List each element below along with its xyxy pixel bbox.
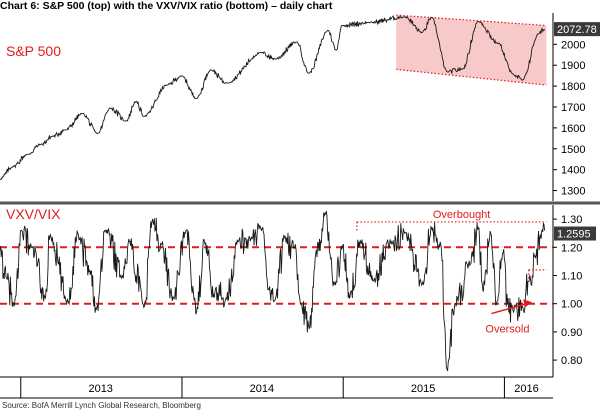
- year-label: 2013: [88, 383, 112, 395]
- oversold-label: Oversold: [485, 324, 529, 336]
- y-tick-label: 0.80: [561, 355, 582, 367]
- y-tick-label: 1700: [561, 102, 585, 114]
- chart-title: Chart 6: S&P 500 (top) with the VXV/VIX …: [0, 0, 333, 12]
- vxv-vix-line: [0, 210, 546, 372]
- year-label: 2014: [250, 383, 274, 395]
- oversold-arrow-shaft: [491, 302, 529, 315]
- y-tick-label: 1900: [561, 60, 585, 72]
- oversold-arrow-head: [523, 299, 533, 308]
- y-tick-label: 1.30: [561, 214, 582, 226]
- channel-fill: [396, 15, 547, 86]
- y-tick-label: 1.10: [561, 270, 582, 282]
- y-tick-label: 1600: [561, 123, 585, 135]
- vxv-vix-last-value: 1.2595: [557, 229, 591, 241]
- y-tick-label: 1.20: [561, 242, 582, 254]
- y-tick-label: 1.00: [561, 299, 582, 311]
- channel-upper-line: [396, 14, 547, 27]
- year-label: 2015: [411, 383, 435, 395]
- y-tick-label: 2000: [561, 39, 585, 51]
- channel-lower-line: [396, 68, 547, 86]
- overbought-label: Overbought: [433, 209, 490, 221]
- vxv-vix-panel-label: VXV/VIX: [6, 206, 61, 222]
- source-note: Source: BofA Merrill Lynch Global Resear…: [2, 401, 201, 410]
- sp500-last-value: 2072.78: [557, 24, 597, 36]
- y-tick-label: 1300: [561, 186, 585, 198]
- vxv-vix-panel: VXV/VIX 0.80 0.90 1.00 1.10 1.20 1.30 Overboug…: [0, 205, 596, 377]
- sp500-last-value-box: [554, 22, 600, 37]
- y-tick-label: 0.90: [561, 327, 582, 339]
- sp500-panel: S&P 500 1300 1400 1500 1600 1700 1800 1900 2000…: [0, 13, 600, 201]
- y-tick-label: 1500: [561, 144, 585, 156]
- y-tick-label: 1800: [561, 81, 585, 93]
- year-label: 2016: [514, 383, 538, 395]
- sp500-line: [0, 14, 545, 180]
- vxv-vix-last-value-box: [554, 226, 596, 241]
- sp500-panel-label: S&P 500: [6, 43, 61, 59]
- x-axis: 2013 2014 2015 2016: [0, 376, 553, 399]
- y-tick-label: 1400: [561, 165, 585, 177]
